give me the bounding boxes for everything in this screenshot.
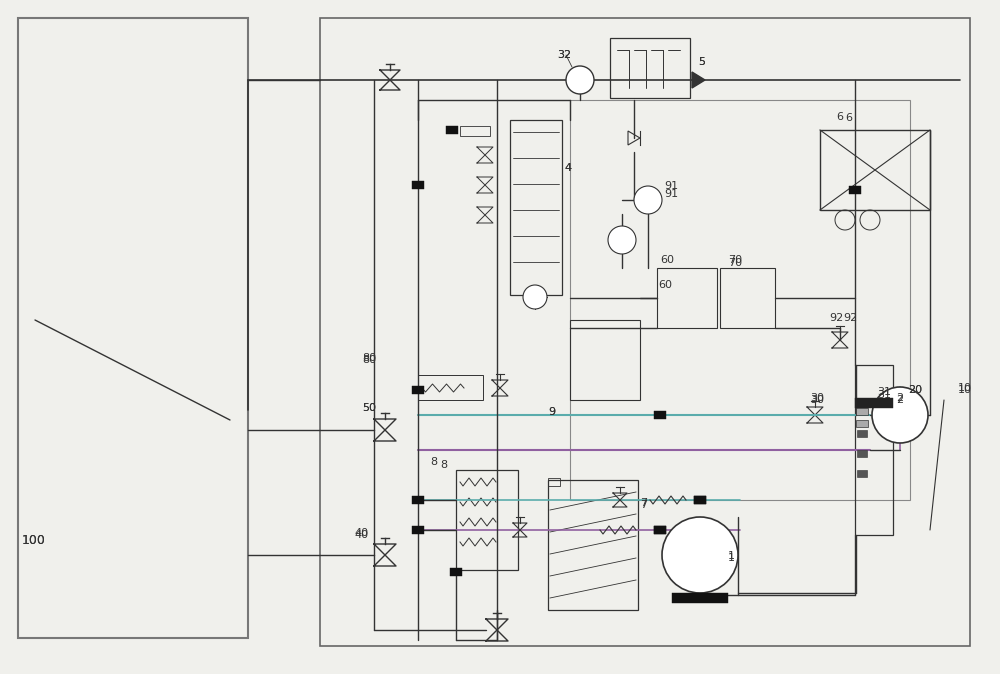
Bar [456,470,518,570]
Bar [849,186,861,194]
Text: 5: 5 [698,57,705,67]
Text: 4: 4 [564,163,571,173]
Text: 1: 1 [728,553,735,563]
Bar [412,526,424,534]
Bar [857,430,867,437]
Bar [856,420,868,427]
Bar [820,130,930,210]
Bar [654,526,666,534]
Text: 92: 92 [843,313,857,323]
Text: 91: 91 [664,189,678,199]
Bar [855,398,893,408]
Text: 1: 1 [728,551,735,561]
Bar [570,320,640,400]
Bar [460,126,490,136]
Text: 7: 7 [640,500,647,510]
Text: 9: 9 [548,407,555,417]
Text: 31: 31 [877,387,891,397]
Text: 2: 2 [896,395,903,405]
Text: 70: 70 [728,255,742,265]
Text: 8: 8 [440,460,447,470]
Bar [694,496,706,504]
Text: 50: 50 [362,403,376,413]
Text: 6: 6 [845,113,852,123]
Text: 7: 7 [640,498,647,508]
Text: 30: 30 [810,395,824,405]
Bar [657,268,717,328]
Circle shape [634,186,662,214]
Circle shape [566,66,594,94]
Text: 80: 80 [362,355,376,365]
Text: 6: 6 [836,112,843,122]
Text: 50: 50 [362,403,376,413]
Text: 8: 8 [430,457,437,467]
Bar [672,593,728,603]
Text: 5: 5 [698,57,705,67]
Text: 60: 60 [660,255,674,265]
Text: 60: 60 [658,280,672,290]
Bar [570,100,910,500]
Circle shape [608,226,636,254]
Bar [446,126,458,134]
Text: 91: 91 [664,181,678,191]
Text: 70: 70 [728,258,742,268]
Bar [856,408,868,415]
Circle shape [662,517,738,593]
Text: 92: 92 [829,313,843,323]
Text: 40: 40 [354,528,368,538]
Bar [412,386,424,394]
Bar [510,120,562,295]
Polygon shape [692,72,705,88]
Text: 32: 32 [557,50,571,60]
Text: 20: 20 [908,385,922,395]
Text: 80: 80 [362,353,376,363]
Text: 20: 20 [908,385,922,395]
Bar [548,478,560,486]
Bar [855,365,893,535]
Bar [18,18,248,638]
Text: 32: 32 [557,50,571,60]
Text: 30: 30 [810,393,824,403]
Bar [610,38,690,98]
Bar [548,480,638,610]
Text: 40: 40 [354,530,368,540]
Bar [450,568,462,576]
Bar [694,496,706,504]
Text: 10: 10 [958,385,972,395]
Text: 4: 4 [564,163,571,173]
Bar [412,181,424,189]
Bar [654,526,666,534]
Bar [857,470,867,477]
Bar [720,268,775,328]
Circle shape [523,285,547,309]
Circle shape [872,387,928,443]
Bar [418,375,483,400]
Text: 2: 2 [896,393,903,403]
Bar [412,496,424,504]
Text: 9: 9 [548,407,555,417]
Bar [320,18,970,646]
Bar [654,411,666,419]
Text: 100: 100 [22,534,46,547]
Text: 100: 100 [22,534,46,547]
Text: 31: 31 [877,390,891,400]
Bar [857,450,867,457]
Text: 10: 10 [958,383,972,393]
